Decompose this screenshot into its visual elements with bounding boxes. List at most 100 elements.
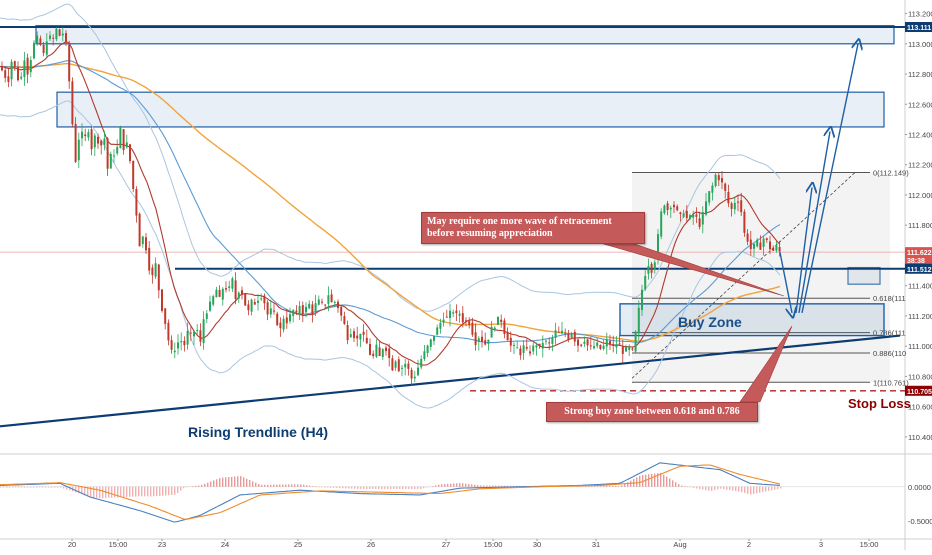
y-tick-label: 110.800 [908, 372, 932, 381]
buy-zone-label: Buy Zone [678, 314, 742, 330]
macd-bar [399, 486, 401, 489]
macd-bar [693, 486, 695, 488]
candle-body [116, 147, 119, 154]
candle-body [106, 138, 109, 169]
macd-bar [273, 484, 275, 487]
macd-bar [201, 484, 203, 487]
candle-body [282, 318, 285, 330]
candle-body [311, 304, 314, 315]
candle-body [567, 333, 570, 340]
macd-bar [132, 486, 134, 497]
macd-bar [717, 486, 719, 490]
macd-bar [96, 486, 98, 498]
candle-body [503, 320, 506, 335]
macd-bar [585, 486, 587, 487]
macd-bar [627, 482, 629, 487]
candle-body [698, 218, 701, 227]
candle-body [340, 306, 343, 316]
macd-bar [576, 486, 578, 487]
macd-bar [366, 486, 368, 489]
macd-y-tick-label: 0.0000 [908, 483, 931, 492]
macd-bar [762, 486, 764, 493]
candle-body [314, 303, 317, 313]
candle-body [762, 238, 765, 247]
macd-bar [405, 486, 407, 489]
candle-body [183, 340, 186, 346]
candle-body [20, 76, 23, 79]
candle-body [209, 301, 211, 311]
macd-bar [126, 486, 128, 497]
candle-body [45, 41, 48, 55]
candle-body [455, 310, 458, 314]
macd-bar [459, 483, 461, 487]
candle-body [228, 286, 231, 288]
candle-body [250, 299, 253, 312]
target-arrow [795, 187, 812, 313]
macd-bar [474, 484, 476, 487]
resistance-zone-top [35, 25, 895, 45]
candle-body [727, 191, 730, 204]
macd-bar [138, 486, 140, 497]
macd-bar [357, 486, 359, 489]
candle-body [65, 33, 67, 43]
macd-bar [753, 486, 755, 494]
candle-body [497, 316, 499, 325]
candle-body [458, 313, 461, 316]
candle-body [701, 212, 704, 225]
macd-bar [213, 480, 215, 487]
candle-body [327, 295, 330, 304]
candle-body [4, 70, 7, 78]
candle-body [541, 342, 544, 349]
candle-body [775, 245, 778, 251]
macd-bar [93, 486, 95, 498]
candle-body [196, 329, 199, 332]
candle-body [695, 214, 698, 217]
candle-body [33, 42, 35, 59]
macd-bar [642, 475, 644, 487]
macd-bar [234, 476, 236, 487]
candle-body [717, 175, 720, 181]
macd-bar [303, 484, 305, 487]
candle-body [378, 347, 381, 356]
candle-body [420, 359, 423, 368]
candle-body [221, 288, 224, 300]
y-tick-label: 113.200 [908, 10, 932, 19]
macd-bar [165, 486, 167, 496]
y-tick-label: 112.400 [908, 131, 932, 140]
macd-bar [78, 486, 80, 494]
macd-bar [687, 486, 689, 488]
y-tick-label: 112.000 [908, 191, 932, 200]
y-tick-label: 111.000 [908, 342, 932, 351]
macd-bar [120, 486, 122, 498]
candle-body [564, 332, 567, 334]
candle-body [180, 341, 183, 343]
candle-body [666, 203, 669, 210]
macd-bar [462, 483, 464, 487]
candle-body [436, 327, 439, 335]
macd-bar [498, 485, 500, 487]
macd-bar [297, 484, 299, 487]
candle-body [535, 345, 538, 348]
candle-body [692, 214, 695, 218]
candle-body [52, 37, 55, 39]
candle-body [375, 344, 378, 357]
macd-bar [363, 486, 365, 489]
macd-bar [117, 486, 119, 498]
macd-bar [282, 484, 284, 487]
fib-box [632, 172, 890, 383]
candle-body [477, 338, 480, 342]
macd-bar [393, 486, 395, 489]
fib-level-label: 0.886(110 [873, 349, 906, 358]
macd-bar [747, 486, 749, 494]
target-arrow [798, 131, 830, 314]
candle-body [410, 369, 413, 379]
macd-bar [723, 486, 725, 490]
macd-bar [342, 486, 344, 489]
candle-body [657, 234, 659, 260]
x-tick-label: 2 [747, 540, 751, 549]
candle-body [298, 306, 301, 315]
candle-body [317, 299, 320, 305]
macd-bar [12, 486, 14, 488]
macd-bar [411, 486, 413, 489]
